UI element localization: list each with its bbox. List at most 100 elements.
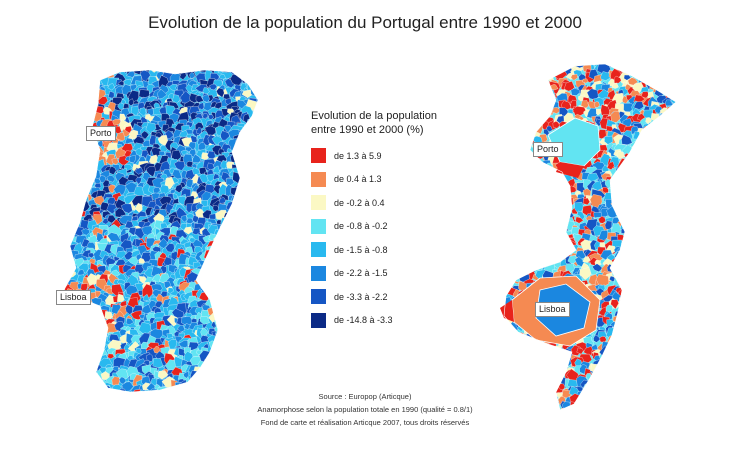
- commune-cell: [186, 161, 193, 168]
- commune-cell: [510, 178, 521, 189]
- commune-cell: [636, 208, 649, 220]
- legend-item: de -1.5 à -0.8: [311, 238, 491, 262]
- commune-cell: [538, 85, 547, 92]
- commune-cell: [142, 283, 154, 298]
- commune-cell: [671, 238, 676, 249]
- commune-cell: [641, 300, 650, 309]
- commune-cell: [128, 98, 135, 106]
- legend-title-line1: Evolution de la population: [311, 110, 437, 122]
- commune-cell: [192, 215, 200, 223]
- commune-cell: [512, 408, 527, 410]
- commune-cell: [532, 393, 540, 400]
- commune-cell: [209, 83, 218, 91]
- commune-cell: [674, 168, 676, 179]
- commune-cell: [126, 333, 135, 345]
- commune-cell: [627, 77, 639, 86]
- commune-cell: [660, 377, 669, 388]
- commune-cell: [107, 83, 115, 91]
- commune-cell: [655, 346, 664, 354]
- commune-cell: [647, 245, 658, 258]
- commune-cell: [583, 346, 594, 357]
- commune-cell: [131, 215, 138, 221]
- commune-cell: [630, 197, 641, 208]
- commune-cell: [532, 242, 542, 254]
- commune-cell: [513, 188, 527, 200]
- commune-cell: [159, 173, 168, 182]
- commune-cell: [652, 273, 659, 279]
- commune-cell: [108, 166, 117, 175]
- commune-cell: [664, 221, 676, 232]
- commune-cell: [533, 407, 546, 410]
- commune-cell: [526, 86, 534, 94]
- commune-cell: [634, 167, 643, 178]
- commune-cell: [626, 403, 637, 410]
- commune-cell: [626, 170, 634, 179]
- commune-cell: [600, 259, 607, 266]
- commune-cell: [520, 153, 531, 165]
- commune-cell: [512, 126, 525, 140]
- commune-cell: [612, 360, 622, 371]
- commune-cell: [558, 235, 568, 245]
- commune-cell: [520, 258, 533, 268]
- commune-cell: [535, 379, 546, 393]
- commune-cell: [532, 167, 540, 176]
- commune-cell: [552, 235, 562, 247]
- commune-cell: [128, 227, 137, 236]
- commune-cell: [208, 114, 214, 120]
- commune-cell: [656, 120, 668, 134]
- commune-cell: [535, 358, 546, 367]
- commune-cell: [504, 354, 510, 369]
- commune-cell: [550, 192, 561, 203]
- commune-cell: [504, 106, 513, 117]
- commune-cell: [642, 327, 655, 340]
- commune-cell: [504, 376, 508, 384]
- commune-cell: [660, 182, 668, 190]
- commune-cell: [656, 185, 667, 197]
- commune-cell: [525, 390, 536, 399]
- commune-cell: [551, 216, 559, 226]
- commune-cell: [537, 214, 544, 224]
- commune-cell: [652, 333, 663, 344]
- commune-cell: [505, 409, 516, 410]
- commune-cell: [504, 125, 507, 134]
- commune-cell: [157, 370, 169, 380]
- commune-cell: [129, 154, 136, 163]
- commune-cell: [592, 263, 603, 272]
- commune-cell: [632, 71, 640, 78]
- commune-cell: [504, 107, 514, 121]
- commune-cell: [522, 188, 531, 197]
- commune-cell: [664, 259, 674, 269]
- commune-cell: [556, 375, 563, 381]
- commune-cell: [174, 184, 183, 193]
- commune-cell: [661, 370, 671, 380]
- commune-cell: [649, 149, 663, 163]
- legend-label: de 0.4 à 1.3: [334, 174, 382, 185]
- commune-cell: [602, 386, 614, 396]
- commune-cell: [663, 272, 675, 287]
- commune-cell: [671, 375, 676, 384]
- commune-cell: [604, 389, 612, 399]
- commune-cell: [652, 292, 660, 300]
- commune-cell: [674, 163, 676, 173]
- commune-cell: [520, 394, 530, 406]
- commune-cell: [611, 82, 619, 89]
- commune-cell: [672, 112, 676, 123]
- commune-cell: [509, 114, 517, 124]
- commune-cell: [528, 407, 538, 410]
- commune-cell: [639, 294, 645, 301]
- commune-cell: [657, 283, 665, 291]
- commune-cell: [504, 171, 509, 180]
- commune-cell: [656, 406, 665, 410]
- commune-cell: [545, 64, 557, 70]
- commune-cell: [537, 77, 548, 91]
- commune-cell: [663, 334, 673, 344]
- commune-cell: [672, 191, 676, 202]
- commune-cell: [616, 349, 625, 358]
- commune-cell: [504, 173, 515, 185]
- commune-cell: [613, 183, 625, 194]
- commune-cell: [520, 152, 528, 160]
- commune-cell: [553, 241, 562, 251]
- commune-cell: [654, 356, 665, 369]
- commune-cell: [544, 383, 554, 391]
